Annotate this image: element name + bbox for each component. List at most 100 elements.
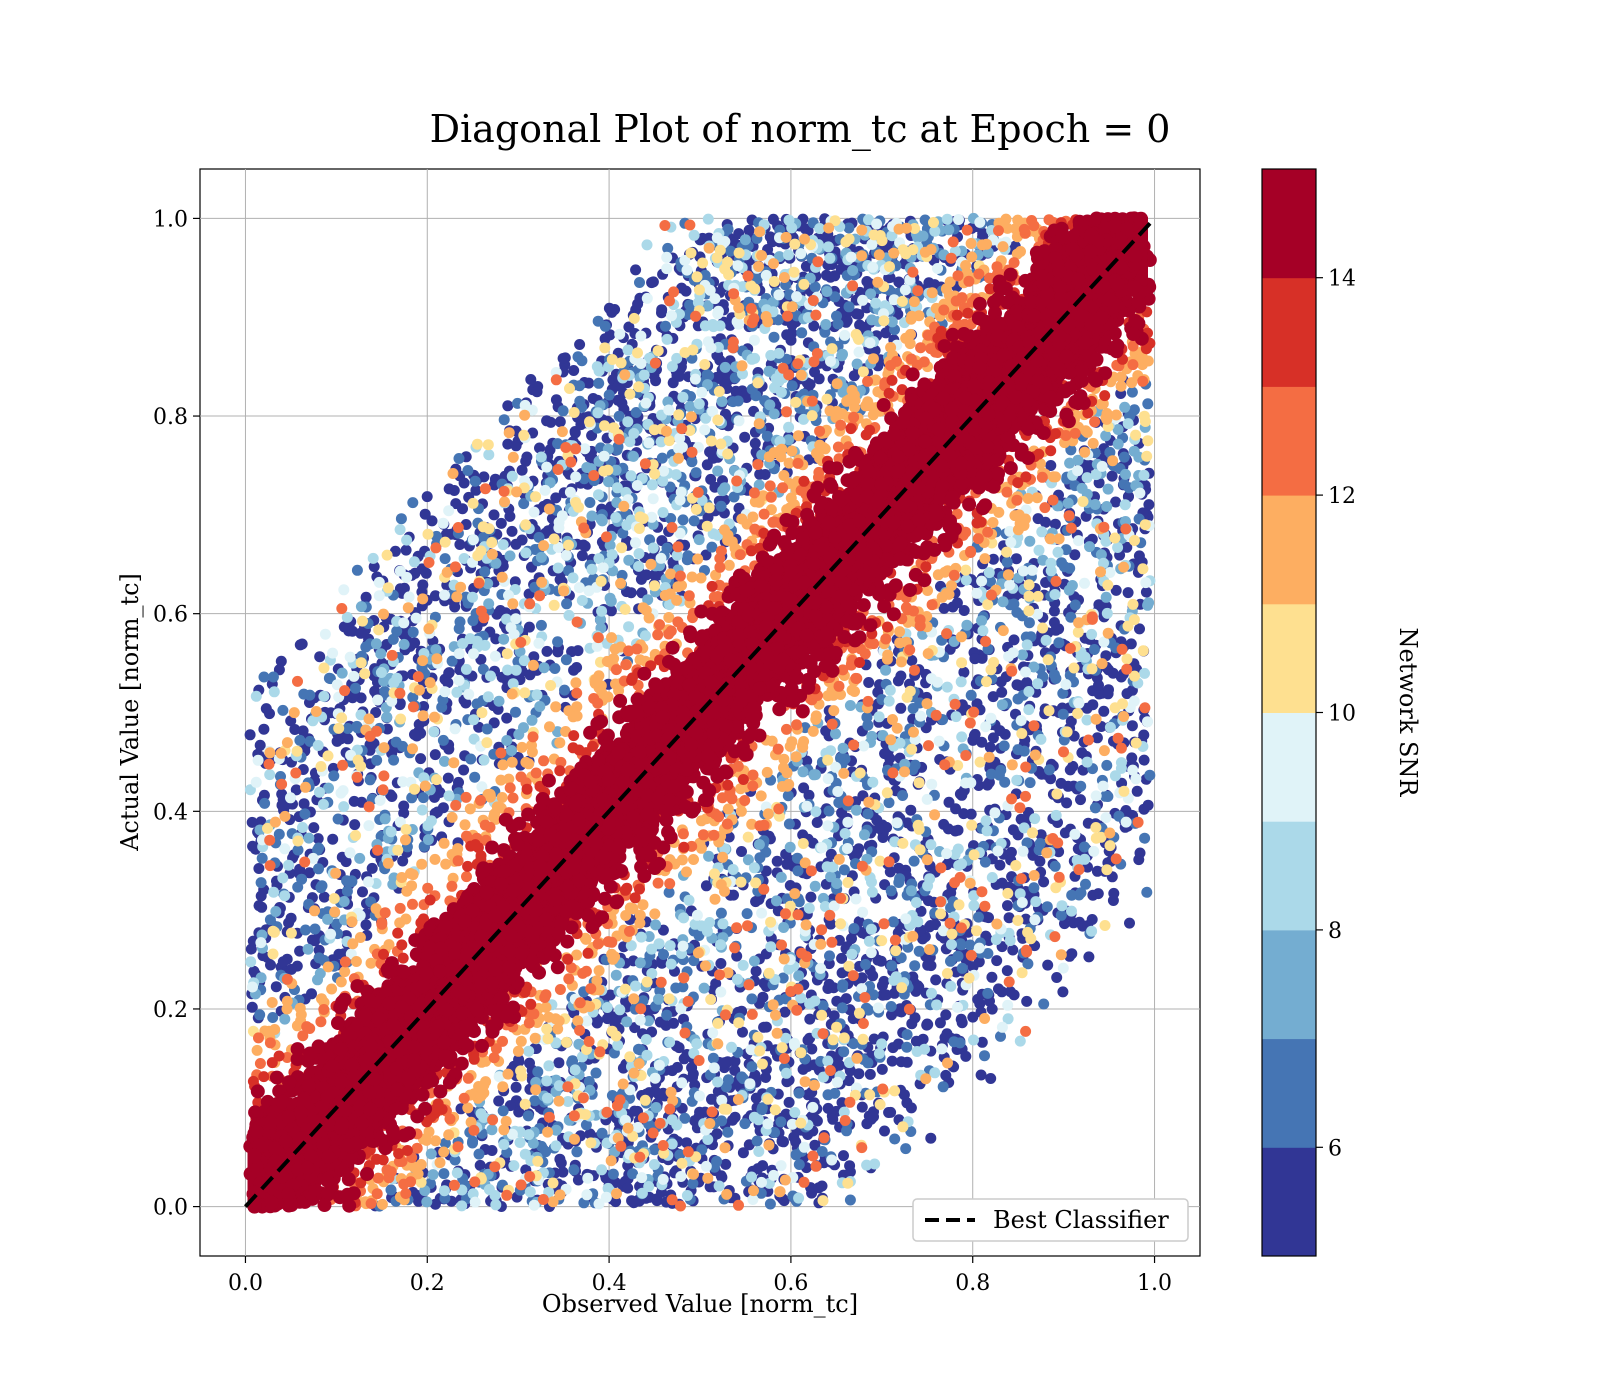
scatter-point xyxy=(361,919,372,930)
scatter-point xyxy=(737,1027,748,1038)
scatter-point xyxy=(994,860,1005,871)
scatter-point xyxy=(444,483,455,494)
scatter-point xyxy=(823,1103,834,1114)
scatter-point xyxy=(1051,972,1062,983)
scatter-point xyxy=(827,1114,838,1125)
scatter-point xyxy=(829,270,840,281)
scatter-point xyxy=(422,491,433,502)
scatter-point xyxy=(798,1064,809,1075)
scatter-point xyxy=(574,339,585,350)
scatter-point xyxy=(511,440,522,451)
scatter-point xyxy=(966,809,977,820)
scatter-point xyxy=(885,866,896,877)
scatter-point xyxy=(299,798,310,809)
scatter-point xyxy=(1134,623,1145,634)
scatter-point xyxy=(1098,706,1109,717)
scatter-point xyxy=(606,307,617,318)
scatter-point xyxy=(853,1068,864,1079)
scatter-point xyxy=(672,1062,683,1073)
scatter-point xyxy=(1061,797,1072,808)
scatter-point xyxy=(415,753,426,764)
scatter-point xyxy=(568,365,579,376)
scatter-point xyxy=(258,724,269,735)
scatter-point xyxy=(629,1106,640,1117)
scatter-point xyxy=(1012,679,1023,690)
scatter-point xyxy=(1002,965,1013,976)
scatter-point xyxy=(885,1107,896,1118)
scatter-point xyxy=(786,335,797,346)
scatter-point xyxy=(443,668,454,679)
scatter-point xyxy=(679,1053,690,1064)
scatter-point xyxy=(1002,900,1013,911)
scatter-point xyxy=(879,1126,890,1137)
scatter-point xyxy=(261,703,272,714)
scatter-point xyxy=(632,299,643,310)
chart-canvas: Diagonal Plot of norm_tc at Epoch = 0 0.… xyxy=(0,0,1600,1400)
scatter-point xyxy=(996,986,1007,997)
scatter-point xyxy=(857,1102,868,1113)
scatter-point xyxy=(1033,513,1044,524)
scatter-point xyxy=(342,733,353,744)
scatter-point xyxy=(784,1097,795,1108)
scatter-point xyxy=(554,1154,565,1165)
scatter-point xyxy=(987,1004,998,1015)
scatter-point xyxy=(976,737,987,748)
scatter-point xyxy=(865,1069,876,1080)
scatter-point xyxy=(877,1064,888,1075)
scatter-point xyxy=(958,667,969,678)
scatter-point xyxy=(256,902,267,913)
scatter-point xyxy=(314,651,325,662)
scatter-point xyxy=(812,817,823,828)
scatter-point xyxy=(493,1096,504,1107)
scatter-point xyxy=(1092,866,1103,877)
scatter-point xyxy=(906,1018,917,1029)
scatter-point xyxy=(1139,755,1150,766)
scatter-point xyxy=(1083,951,1094,962)
scatter-point xyxy=(349,819,360,830)
scatter-point xyxy=(558,353,569,364)
scatter-point xyxy=(1038,876,1049,887)
scatter-point xyxy=(1066,948,1077,959)
scatter-point xyxy=(496,518,507,529)
scatter-point xyxy=(1050,625,1061,636)
scatter-point xyxy=(758,1022,769,1033)
scatter-point xyxy=(573,1175,584,1186)
scatter-point xyxy=(532,386,543,397)
scatter-point xyxy=(960,1051,971,1062)
scatter-point xyxy=(991,955,1002,966)
scatter-point xyxy=(969,653,980,664)
scatter-point xyxy=(319,892,330,903)
scatter-point xyxy=(1093,680,1104,691)
scatter-point xyxy=(751,1093,762,1104)
scatter-point xyxy=(357,886,368,897)
scatter-point xyxy=(926,960,937,971)
scatter-point xyxy=(817,1181,828,1192)
scatter-point xyxy=(772,856,783,867)
scatter-point xyxy=(542,646,553,657)
scatter-point xyxy=(1108,668,1119,679)
scatter-point xyxy=(976,1070,987,1081)
scatter-point xyxy=(1108,888,1119,899)
scatter-point xyxy=(1087,914,1098,925)
scatter-point xyxy=(557,1167,568,1178)
scatter-point xyxy=(573,645,584,656)
scatter-point xyxy=(245,729,256,740)
scatter-point xyxy=(1127,720,1138,731)
scatter-point xyxy=(1008,824,1019,835)
scatter-point xyxy=(1138,730,1149,741)
scatter-point xyxy=(1056,778,1067,789)
scatter-point xyxy=(286,913,297,924)
scatter-point xyxy=(409,729,420,740)
scatter-point xyxy=(1141,587,1152,598)
scatter-point xyxy=(921,1020,932,1031)
scatter-point xyxy=(458,765,469,776)
scatter-point xyxy=(255,740,266,751)
scatter-point xyxy=(906,1102,917,1113)
scatter-point xyxy=(327,834,338,845)
scatter-point xyxy=(1007,945,1018,956)
scatter-point xyxy=(298,725,309,736)
scatter-point xyxy=(996,687,1007,698)
scatter-point xyxy=(868,1111,879,1122)
scatter-point xyxy=(782,859,793,870)
scatter-point xyxy=(401,545,412,556)
